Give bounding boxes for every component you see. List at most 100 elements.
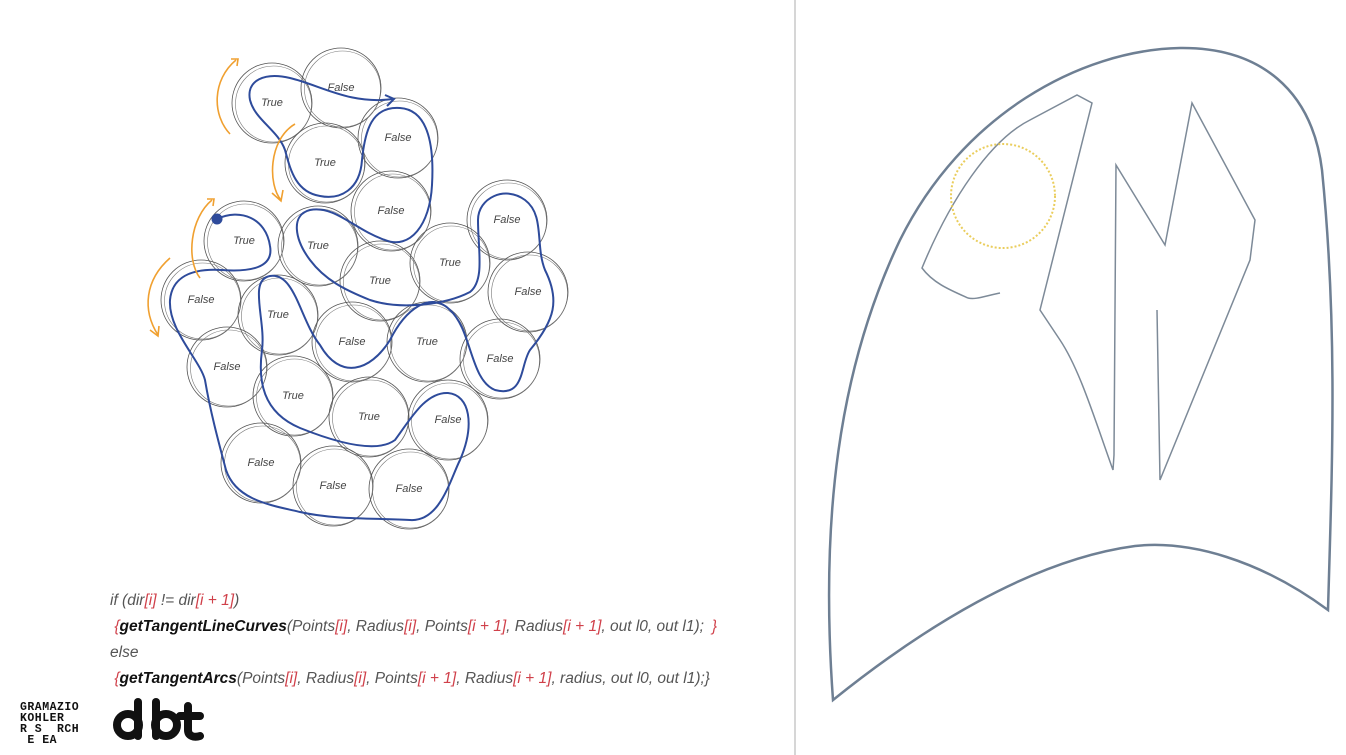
diagram-cell: True [237, 274, 319, 356]
cell-label: True [267, 309, 289, 321]
code-snippet: if (dir[i] != dir[i + 1]) {getTangentLin… [110, 588, 717, 692]
cell-circle-inner [411, 382, 488, 460]
diagram-cell: False [466, 179, 548, 261]
cell-circle-inner [361, 100, 438, 178]
cell-circle [300, 47, 382, 129]
cell-circle-inner [413, 225, 490, 303]
panel-divider [794, 0, 796, 755]
cell-circle-inner [190, 329, 267, 407]
cell-label: True [307, 240, 329, 252]
diagram-cell: True [203, 200, 285, 282]
code-line-2: {getTangentLineCurves(Points[i], Radius[… [110, 614, 717, 640]
code-text: (Points [236, 670, 286, 687]
code-line-4: {getTangentArcs(Points[i], Radius[i], Po… [110, 666, 717, 692]
gramazio-kohler-research-logo: GRAMAZIO KOHLER R S RCH E EA [20, 701, 80, 747]
diagram-cell: True [231, 62, 313, 144]
cell-label: False [320, 480, 347, 492]
cell-label: False [248, 457, 275, 469]
code-function-name: getTangentLineCurves [119, 618, 287, 635]
cell-label: False [339, 336, 366, 348]
logo-line: GRAMAZIO [20, 701, 80, 714]
code-index: [i] [354, 670, 367, 687]
diagram-cell: True [409, 222, 491, 304]
logo-line: E EA [20, 734, 58, 747]
cell-label: True [439, 257, 461, 269]
diagram-cell: False [160, 259, 242, 341]
code-index: [i] [335, 618, 348, 635]
code-index: [i] [285, 670, 298, 687]
dbt-logo [113, 698, 204, 741]
cell-circle [459, 318, 541, 400]
diagram-cell: True [328, 376, 410, 458]
cell-circle-inner [332, 379, 409, 457]
diagram-cell: False [300, 47, 382, 129]
cell-circle [284, 122, 366, 204]
cell-circle [357, 97, 439, 179]
code-line-1: if (dir[i] != dir[i + 1]) [110, 588, 717, 614]
cell-circle [311, 301, 393, 383]
diagram-cell: False [407, 379, 489, 461]
inner-stroke-left [921, 94, 1256, 481]
cell-label: False [494, 214, 521, 226]
cell-label: False [396, 483, 423, 495]
diagram-cell: True [339, 240, 421, 322]
code-index: [i + 1] [563, 618, 602, 635]
diagram-cell: True [284, 122, 366, 204]
cell-label: True [369, 275, 391, 287]
cell-circle [237, 274, 319, 356]
cell-circle-inner [207, 203, 284, 281]
cell-circle [231, 62, 313, 144]
diagram-cell: False [357, 97, 439, 179]
cell-label: False [515, 286, 542, 298]
code-index: [i + 1] [467, 618, 507, 635]
code-text: (Points [286, 618, 336, 635]
cell-label: False [214, 361, 241, 373]
cell-label: False [435, 414, 462, 426]
code-text: if (dir [110, 592, 145, 609]
cell-circle [350, 170, 432, 252]
code-text: , Points [366, 670, 418, 687]
code-index: [i] [144, 592, 157, 609]
diagram-cell: False [220, 422, 302, 504]
cell-label: True [233, 235, 255, 247]
video-panel[interactable] [796, 0, 1346, 755]
diagram-cell: False [311, 301, 393, 383]
cell-circle [368, 448, 450, 530]
code-index: [i + 1] [417, 670, 457, 687]
diagram-cell: False [350, 170, 432, 252]
code-text: , radius, out l0, out l1);} [551, 670, 710, 687]
path-start-dot [211, 213, 223, 225]
code-brace: } [711, 618, 718, 635]
cell-label: True [416, 336, 438, 348]
code-line-3: else [110, 640, 717, 666]
cell-circle [487, 251, 569, 333]
code-index: [i + 1] [195, 592, 235, 609]
cell-label: False [328, 82, 355, 94]
cell-circle-inner [354, 173, 431, 251]
code-text: , Points [416, 618, 468, 635]
cell-label: False [385, 132, 412, 144]
cell-circle [203, 200, 285, 282]
cell-circle-inner [256, 358, 333, 436]
cell-circle-inner [235, 65, 312, 143]
cell-circle [186, 326, 268, 408]
cell-label: True [314, 157, 336, 169]
cell-circle [328, 376, 410, 458]
cell-circle [292, 445, 374, 527]
cell-circle-inner [463, 321, 540, 399]
video-frame-drawing [827, 46, 1334, 703]
logo-line: R S RCH [20, 723, 80, 736]
diagram-cell: False [487, 251, 569, 333]
cell-circle-inner [315, 304, 392, 382]
diagram-cell: False [186, 326, 268, 408]
code-function-name: getTangentArcs [119, 670, 237, 687]
cell-circle [277, 205, 359, 287]
direction-arrows [147, 58, 296, 338]
tangent-curve-path [168, 75, 555, 522]
cell-circle-inner [390, 304, 467, 382]
logo-line: KOHLER [20, 712, 65, 725]
code-text: ) [234, 592, 240, 609]
code-brace: { [114, 618, 120, 635]
diagram-cell: False [368, 448, 450, 530]
code-text: , Radius [297, 670, 355, 687]
